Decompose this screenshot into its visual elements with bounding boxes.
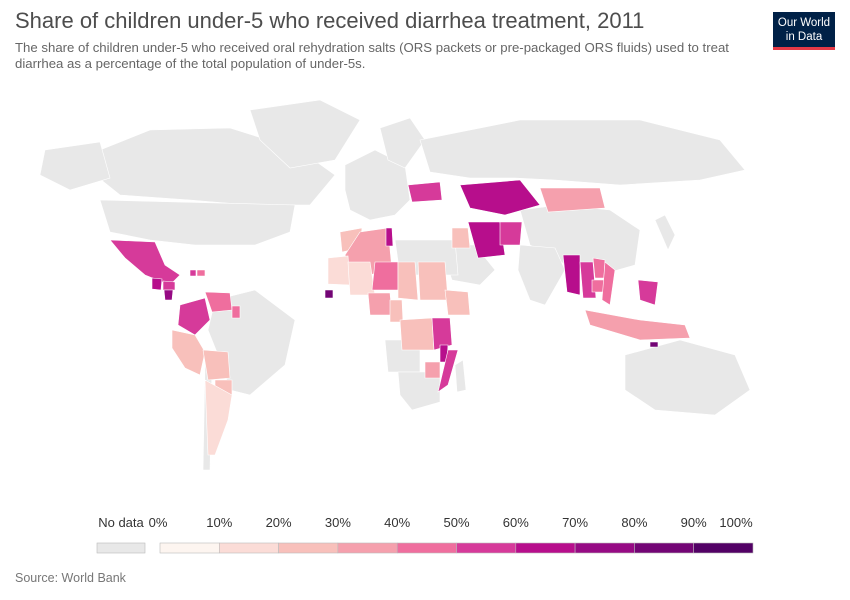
legend-bin-4[interactable] xyxy=(396,542,457,554)
country-iran[interactable]: Iran xyxy=(467,221,506,259)
chart-title: Share of children under-5 who received d… xyxy=(15,8,645,33)
country-chad[interactable]: Chad xyxy=(397,261,419,301)
legend-bin-6[interactable] xyxy=(515,542,576,554)
country-mongolia[interactable]: Mongolia xyxy=(539,187,606,213)
country-alaska[interactable]: Alaska xyxy=(39,141,111,191)
logo-line-2: in Data xyxy=(785,31,823,43)
legend-bin-5[interactable] xyxy=(456,542,517,554)
country-tanzania[interactable]: Tanzania xyxy=(431,317,453,351)
country-zimbabwe[interactable]: Zimbabwe xyxy=(424,361,441,379)
legend-tick-label: 60% xyxy=(503,515,529,530)
country-mexico[interactable]: Mexico xyxy=(109,239,181,286)
source-note: Source: World Bank xyxy=(15,571,126,585)
country-brazil[interactable]: Brazil xyxy=(207,289,296,396)
country-india[interactable]: India xyxy=(517,244,566,306)
country-nicaragua[interactable]: Nicaragua xyxy=(163,289,174,301)
legend-bin-0[interactable] xyxy=(159,542,220,554)
legend-tick-label: 50% xyxy=(443,515,469,530)
legend-no-data-label: No data xyxy=(98,515,144,530)
legend-bin-8[interactable] xyxy=(634,542,695,554)
country-greenland[interactable]: Greenland xyxy=(249,99,361,169)
country-dominican-republic[interactable]: Dominican Republic xyxy=(196,269,206,277)
country-europe[interactable]: Europe xyxy=(344,149,411,221)
legend-tick-label: 70% xyxy=(562,515,588,530)
country-kazakhstan[interactable]: Kazakhstan xyxy=(459,179,541,216)
country-honduras[interactable]: Honduras xyxy=(162,280,176,291)
legend-bin-7[interactable] xyxy=(574,542,635,554)
country-mozambique[interactable]: Mozambique xyxy=(437,349,459,393)
country-scandinavia[interactable]: Scandinavia xyxy=(379,117,426,169)
country-peru[interactable]: Peru xyxy=(171,329,206,376)
legend-tick-label: 30% xyxy=(325,515,351,530)
country-guatemala[interactable]: Guatemala xyxy=(151,277,163,291)
chart-subtitle: The share of children under-5 who receiv… xyxy=(15,40,729,71)
country-indonesia[interactable]: Indonesia xyxy=(584,309,691,341)
country-ethiopia[interactable]: Ethiopia xyxy=(444,289,471,316)
legend-bin-3[interactable] xyxy=(337,542,398,554)
country-myanmar[interactable]: Myanmar xyxy=(562,254,581,296)
country-tunisia[interactable]: Tunisia xyxy=(385,227,394,247)
country-russia[interactable]: Russia xyxy=(419,119,746,186)
country-bolivia[interactable]: Bolivia xyxy=(202,349,231,381)
legend-bin-2[interactable] xyxy=(278,542,339,554)
legend-tick-label: 90% xyxy=(681,515,707,530)
country-vietnam[interactable]: Vietnam xyxy=(601,261,616,306)
country-timor-leste[interactable]: Timor-Leste xyxy=(649,341,659,348)
country-united-states[interactable]: United States xyxy=(99,199,296,246)
country-ukraine[interactable]: Ukraine xyxy=(407,181,443,203)
legend-bin-1[interactable] xyxy=(219,542,279,554)
country-afghanistan[interactable]: Afghanistan xyxy=(499,221,523,246)
logo-line-1: Our World xyxy=(777,17,831,29)
legend-tick-label: 20% xyxy=(266,515,292,530)
country-philippines[interactable]: Philippines xyxy=(637,279,659,306)
country-madagascar[interactable]: Madagascar xyxy=(454,359,467,393)
country-haiti[interactable]: Haiti xyxy=(189,269,197,277)
country-argentina[interactable]: Argentina xyxy=(204,379,233,456)
country-iraq[interactable]: Iraq xyxy=(451,227,471,249)
country-colombia[interactable]: Colombia xyxy=(177,297,211,336)
legend-tick-label: 80% xyxy=(621,515,647,530)
legend-no-data-swatch[interactable] xyxy=(96,542,146,554)
owid-logo[interactable]: Our World in Data xyxy=(773,12,835,50)
legend-tick-label: 100% xyxy=(719,515,753,530)
legend-tick-label: 10% xyxy=(206,515,232,530)
legend-tick-label: 40% xyxy=(384,515,410,530)
country-sierra-leone[interactable]: Sierra Leone xyxy=(324,289,334,299)
legend-tick-label: 0% xyxy=(149,515,168,530)
legend-bin-9[interactable] xyxy=(693,542,754,554)
country-guyana[interactable]: Guyana xyxy=(231,305,241,319)
country-japan[interactable]: Japan xyxy=(654,214,676,251)
country-australia[interactable]: Australia xyxy=(624,339,751,416)
world-map[interactable]: CanadaAlaskaGreenlandUnited StatesBrazil… xyxy=(0,0,850,510)
